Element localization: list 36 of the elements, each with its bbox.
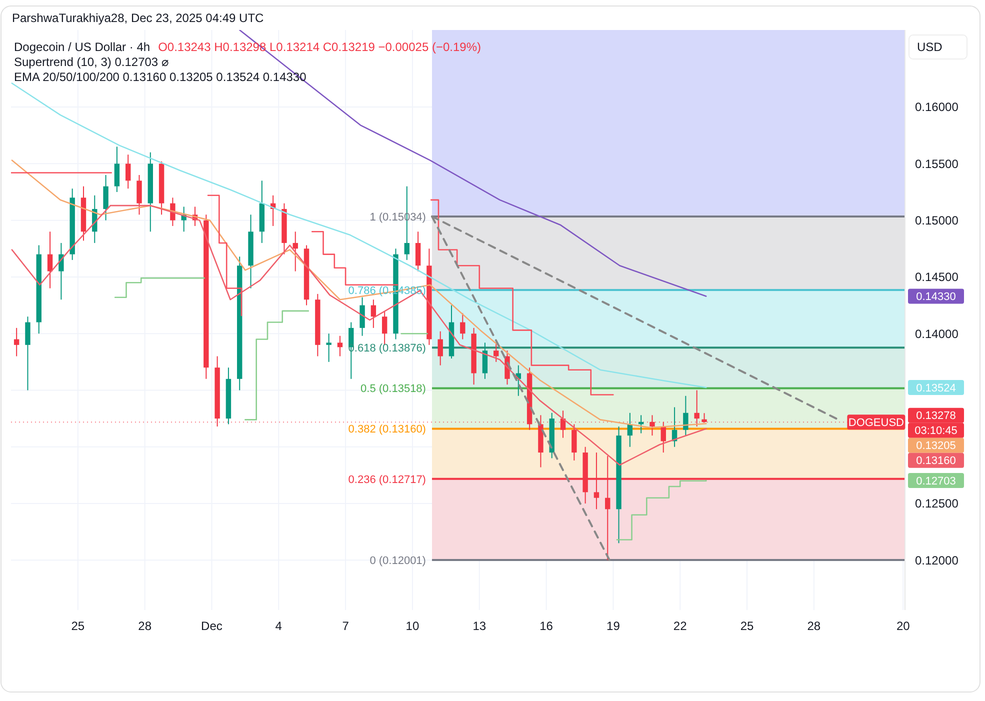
annotation: DOGEUSD <box>848 416 904 429</box>
ref-line-label: 0.5 (0.13518) <box>360 383 426 396</box>
annotation: 0.12703 <box>916 475 956 488</box>
y-axis-title: USD <box>917 40 943 54</box>
y-tick-label: 0.16000 <box>915 100 959 114</box>
x-tick-label: 7 <box>342 619 350 634</box>
x-tick-label: 20 <box>896 619 910 634</box>
annotation: Supertrend (10, 3) 0.12703 ⌀ <box>14 55 168 70</box>
x-tick-label: 25 <box>740 619 754 634</box>
text: Dogecoin / US Dollar · 4h <box>14 40 150 54</box>
x-tick-label: 25 <box>71 619 85 634</box>
x-tick-label: 28 <box>807 619 821 634</box>
annotation: 0.13524 <box>916 382 956 394</box>
x-tick-label: 13 <box>472 619 486 634</box>
annotation: 03:10:45 <box>914 425 958 438</box>
ref-line-label: 0.382 (0.13160) <box>348 424 426 436</box>
ref-line-label: 0 (0.12001) <box>370 554 426 567</box>
x-tick-label: 16 <box>540 619 554 634</box>
text: ParshwaTurakhiya28, Dec 23, 2025 04:49 UTC <box>12 11 264 26</box>
x-tick-label: 22 <box>673 619 688 634</box>
x-tick-label: Dec <box>201 619 222 634</box>
ref-line-label: 0.236 (0.12717) <box>348 474 426 486</box>
annotation: 0.13205 <box>916 440 956 452</box>
annotation: 0.13160 <box>916 455 956 468</box>
x-tick-label: 19 <box>606 619 620 634</box>
y-tick-label: 0.12500 <box>915 496 959 511</box>
x-tick-label: 4 <box>275 619 282 634</box>
y-tick-label: 0.12000 <box>915 553 959 568</box>
x-tick-label: 28 <box>138 619 152 634</box>
x-tick-label: 10 <box>406 619 420 634</box>
annotation: 0.13278 <box>916 410 956 422</box>
y-tick-label: 0.15000 <box>915 214 959 228</box>
y-tick-label: 0.14000 <box>915 326 959 341</box>
y-tick-label: 0.15500 <box>915 156 959 171</box>
annotation: 0.14330 <box>916 291 956 304</box>
y-tick-label: 0.14500 <box>915 270 959 284</box>
